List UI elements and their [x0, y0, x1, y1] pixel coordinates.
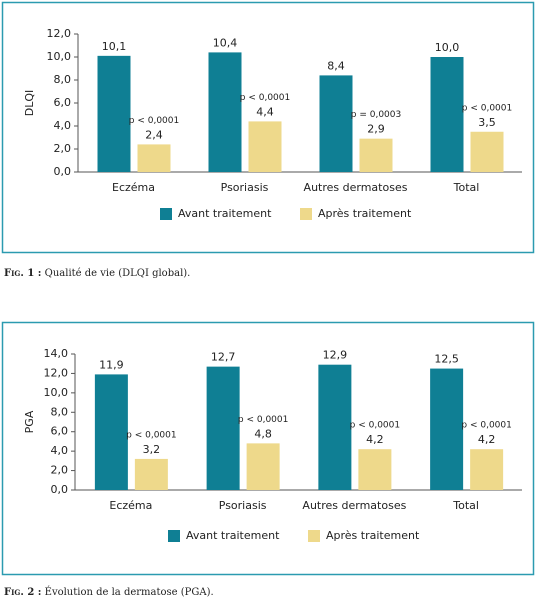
x-tick-label: Total [453, 181, 480, 194]
caption-text: Évolution de la dermatose (PGA). [45, 586, 214, 598]
value-label: 3,2 [143, 443, 161, 456]
value-label: 12,7 [211, 351, 236, 364]
bar [430, 57, 464, 172]
y-tick-label: 12,0 [44, 366, 69, 379]
bar [358, 449, 392, 490]
p-value: p = 0,0003 [351, 110, 401, 120]
bar [470, 449, 504, 490]
p-value: p < 0,0001 [461, 421, 511, 431]
p-value: p < 0,0001 [240, 93, 290, 103]
bar [246, 443, 280, 490]
value-label: 12,5 [434, 353, 459, 366]
legend-swatch [300, 208, 312, 220]
value-label: 11,9 [99, 358, 124, 371]
x-tick-label: Autres dermatoses [302, 499, 406, 512]
y-tick-label: 0,0 [51, 483, 69, 496]
bar [248, 121, 282, 172]
y-tick-label: 10,0 [47, 50, 72, 63]
value-label: 10,0 [435, 41, 460, 54]
y-tick-label: 2,0 [51, 464, 69, 477]
y-tick-label: 10,0 [44, 386, 69, 399]
x-tick-label: Eczéma [112, 181, 155, 194]
y-tick-label: 12,0 [47, 27, 72, 40]
bar [94, 374, 128, 490]
legend-label: Avant traitement [186, 529, 280, 542]
legend-label: Après traitement [318, 207, 412, 220]
y-axis-label: DLQI [23, 90, 36, 117]
value-label: 4,4 [256, 105, 274, 118]
value-label: 10,1 [102, 40, 127, 53]
y-tick-label: 4,0 [54, 119, 72, 132]
caption: Fig. 1 : Qualité de vie (DLQI global). [4, 268, 190, 279]
y-tick-label: 6,0 [51, 425, 69, 438]
bar [208, 52, 242, 172]
bar [318, 364, 352, 490]
p-value: p < 0,0001 [462, 103, 512, 113]
caption-label: Fig. 1 : [4, 268, 41, 279]
legend-swatch [308, 530, 320, 542]
figure-frame [1, 321, 535, 576]
y-tick-label: 8,0 [51, 405, 69, 418]
x-tick-label: Autres dermatoses [304, 181, 408, 194]
y-tick-label: 4,0 [51, 444, 69, 457]
bar [359, 138, 393, 172]
p-value: p < 0,0001 [238, 415, 288, 425]
x-tick-label: Psoriasis [221, 181, 269, 194]
value-label: 4,2 [478, 433, 496, 446]
legend-swatch [168, 530, 180, 542]
y-tick-label: 2,0 [54, 142, 72, 155]
bar [430, 368, 464, 490]
bar [97, 55, 131, 172]
x-tick-label: Total [452, 499, 479, 512]
value-label: 4,2 [366, 433, 384, 446]
legend-label: Après traitement [326, 529, 420, 542]
caption-label: Fig. 2 : [4, 587, 41, 598]
value-label: 8,4 [327, 59, 345, 72]
value-label: 2,4 [145, 128, 163, 141]
value-label: 3,5 [478, 116, 496, 129]
y-tick-label: 8,0 [54, 73, 72, 86]
y-tick-label: 6,0 [54, 96, 72, 109]
x-tick-label: Eczéma [109, 499, 152, 512]
y-tick-label: 0,0 [54, 165, 72, 178]
p-value: p < 0,0001 [350, 421, 400, 431]
value-label: 2,9 [367, 123, 385, 136]
bar [206, 366, 240, 490]
value-label: 4,8 [254, 427, 272, 440]
caption: Fig. 2 : Évolution de la dermatose (PGA)… [4, 586, 214, 598]
value-label: 10,4 [213, 36, 238, 49]
value-label: 12,9 [323, 349, 348, 362]
bar [137, 144, 171, 172]
y-axis-label: PGA [23, 410, 36, 433]
p-value: p < 0,0001 [129, 116, 179, 126]
caption-text: Qualité de vie (DLQI global). [45, 268, 191, 279]
y-tick-label: 14,0 [44, 347, 69, 360]
x-tick-label: Psoriasis [219, 499, 267, 512]
legend-label: Avant traitement [178, 207, 272, 220]
bar [319, 75, 353, 172]
legend-swatch [160, 208, 172, 220]
bar [470, 131, 504, 172]
p-value: p < 0,0001 [126, 430, 176, 440]
figure-frame [1, 1, 535, 254]
bar [134, 458, 168, 490]
